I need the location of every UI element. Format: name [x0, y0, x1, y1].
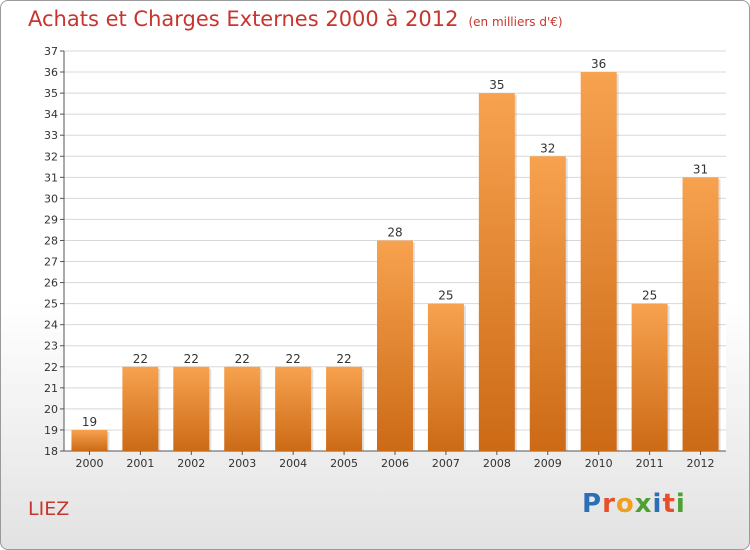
place-name: LIEZ	[28, 498, 70, 520]
bar	[580, 72, 617, 451]
x-tick-label: 2003	[228, 457, 256, 470]
data-label: 25	[642, 289, 657, 303]
bar	[71, 429, 108, 451]
y-tick-label: 20	[44, 403, 58, 416]
y-tick-label: 32	[44, 150, 58, 163]
x-tick-label: 2005	[330, 457, 358, 470]
y-tick-label: 27	[44, 256, 58, 269]
x-tick-label: 2001	[126, 457, 154, 470]
logo-letter: P	[582, 489, 603, 519]
data-label: 35	[489, 78, 504, 92]
x-tick-label: 2008	[483, 457, 511, 470]
x-tick-label: 2004	[279, 457, 307, 470]
logo-letter: i	[652, 489, 663, 519]
y-tick-label: 36	[44, 66, 58, 79]
bar	[682, 177, 719, 451]
bar	[529, 156, 566, 451]
proxiti-logo: Proxiti	[582, 489, 686, 519]
data-label: 22	[336, 352, 351, 366]
bar	[631, 303, 668, 451]
y-tick-label: 30	[44, 192, 58, 205]
chart-subtitle: (en milliers d'€)	[468, 15, 563, 29]
data-label: 19	[82, 415, 97, 429]
bar	[173, 366, 210, 451]
y-tick-label: 29	[44, 213, 58, 226]
bar	[427, 303, 464, 451]
x-tick-label: 2012	[687, 457, 715, 470]
y-tick-label: 31	[44, 171, 58, 184]
chart-title: Achats et Charges Externes 2000 à 2012 (e…	[28, 7, 563, 31]
y-tick-label: 35	[44, 87, 58, 100]
logo-letter: i	[675, 489, 686, 519]
y-tick-label: 25	[44, 298, 58, 311]
data-label: 31	[693, 162, 708, 176]
bar	[275, 366, 312, 451]
y-tick-label: 34	[44, 108, 58, 121]
data-label: 32	[540, 141, 555, 155]
data-label: 25	[438, 289, 453, 303]
logo-letter: x	[634, 489, 653, 519]
y-tick-label: 23	[44, 340, 58, 353]
data-label: 22	[184, 352, 199, 366]
y-tick-label: 26	[44, 277, 58, 290]
x-tick-label: 2009	[534, 457, 562, 470]
x-tick-label: 2002	[177, 457, 205, 470]
y-tick-label: 37	[44, 45, 58, 58]
data-label: 28	[387, 225, 402, 239]
bar	[478, 93, 515, 452]
y-tick-label: 33	[44, 129, 58, 142]
bar	[377, 240, 413, 451]
data-label: 22	[235, 352, 250, 366]
data-label: 22	[286, 352, 301, 366]
logo-letter: r	[602, 489, 616, 519]
x-tick-label: 2010	[585, 457, 613, 470]
y-tick-label: 19	[44, 424, 58, 437]
logo-letter: o	[615, 489, 635, 519]
y-tick-label: 21	[44, 382, 58, 395]
bar	[122, 366, 159, 451]
x-tick-label: 2000	[75, 457, 103, 470]
bar	[224, 366, 261, 451]
chart-title-text: Achats et Charges Externes 2000 à 2012	[28, 7, 459, 31]
x-tick-label: 2007	[432, 457, 460, 470]
x-tick-label: 2006	[381, 457, 409, 470]
logo-letter: t	[662, 489, 676, 519]
bar	[326, 366, 363, 451]
x-tick-label: 2011	[636, 457, 664, 470]
data-label: 36	[591, 57, 606, 71]
y-tick-label: 22	[44, 361, 58, 374]
y-tick-label: 24	[44, 319, 58, 332]
y-tick-label: 28	[44, 234, 58, 247]
data-label: 22	[133, 352, 148, 366]
y-tick-label: 18	[44, 445, 58, 458]
